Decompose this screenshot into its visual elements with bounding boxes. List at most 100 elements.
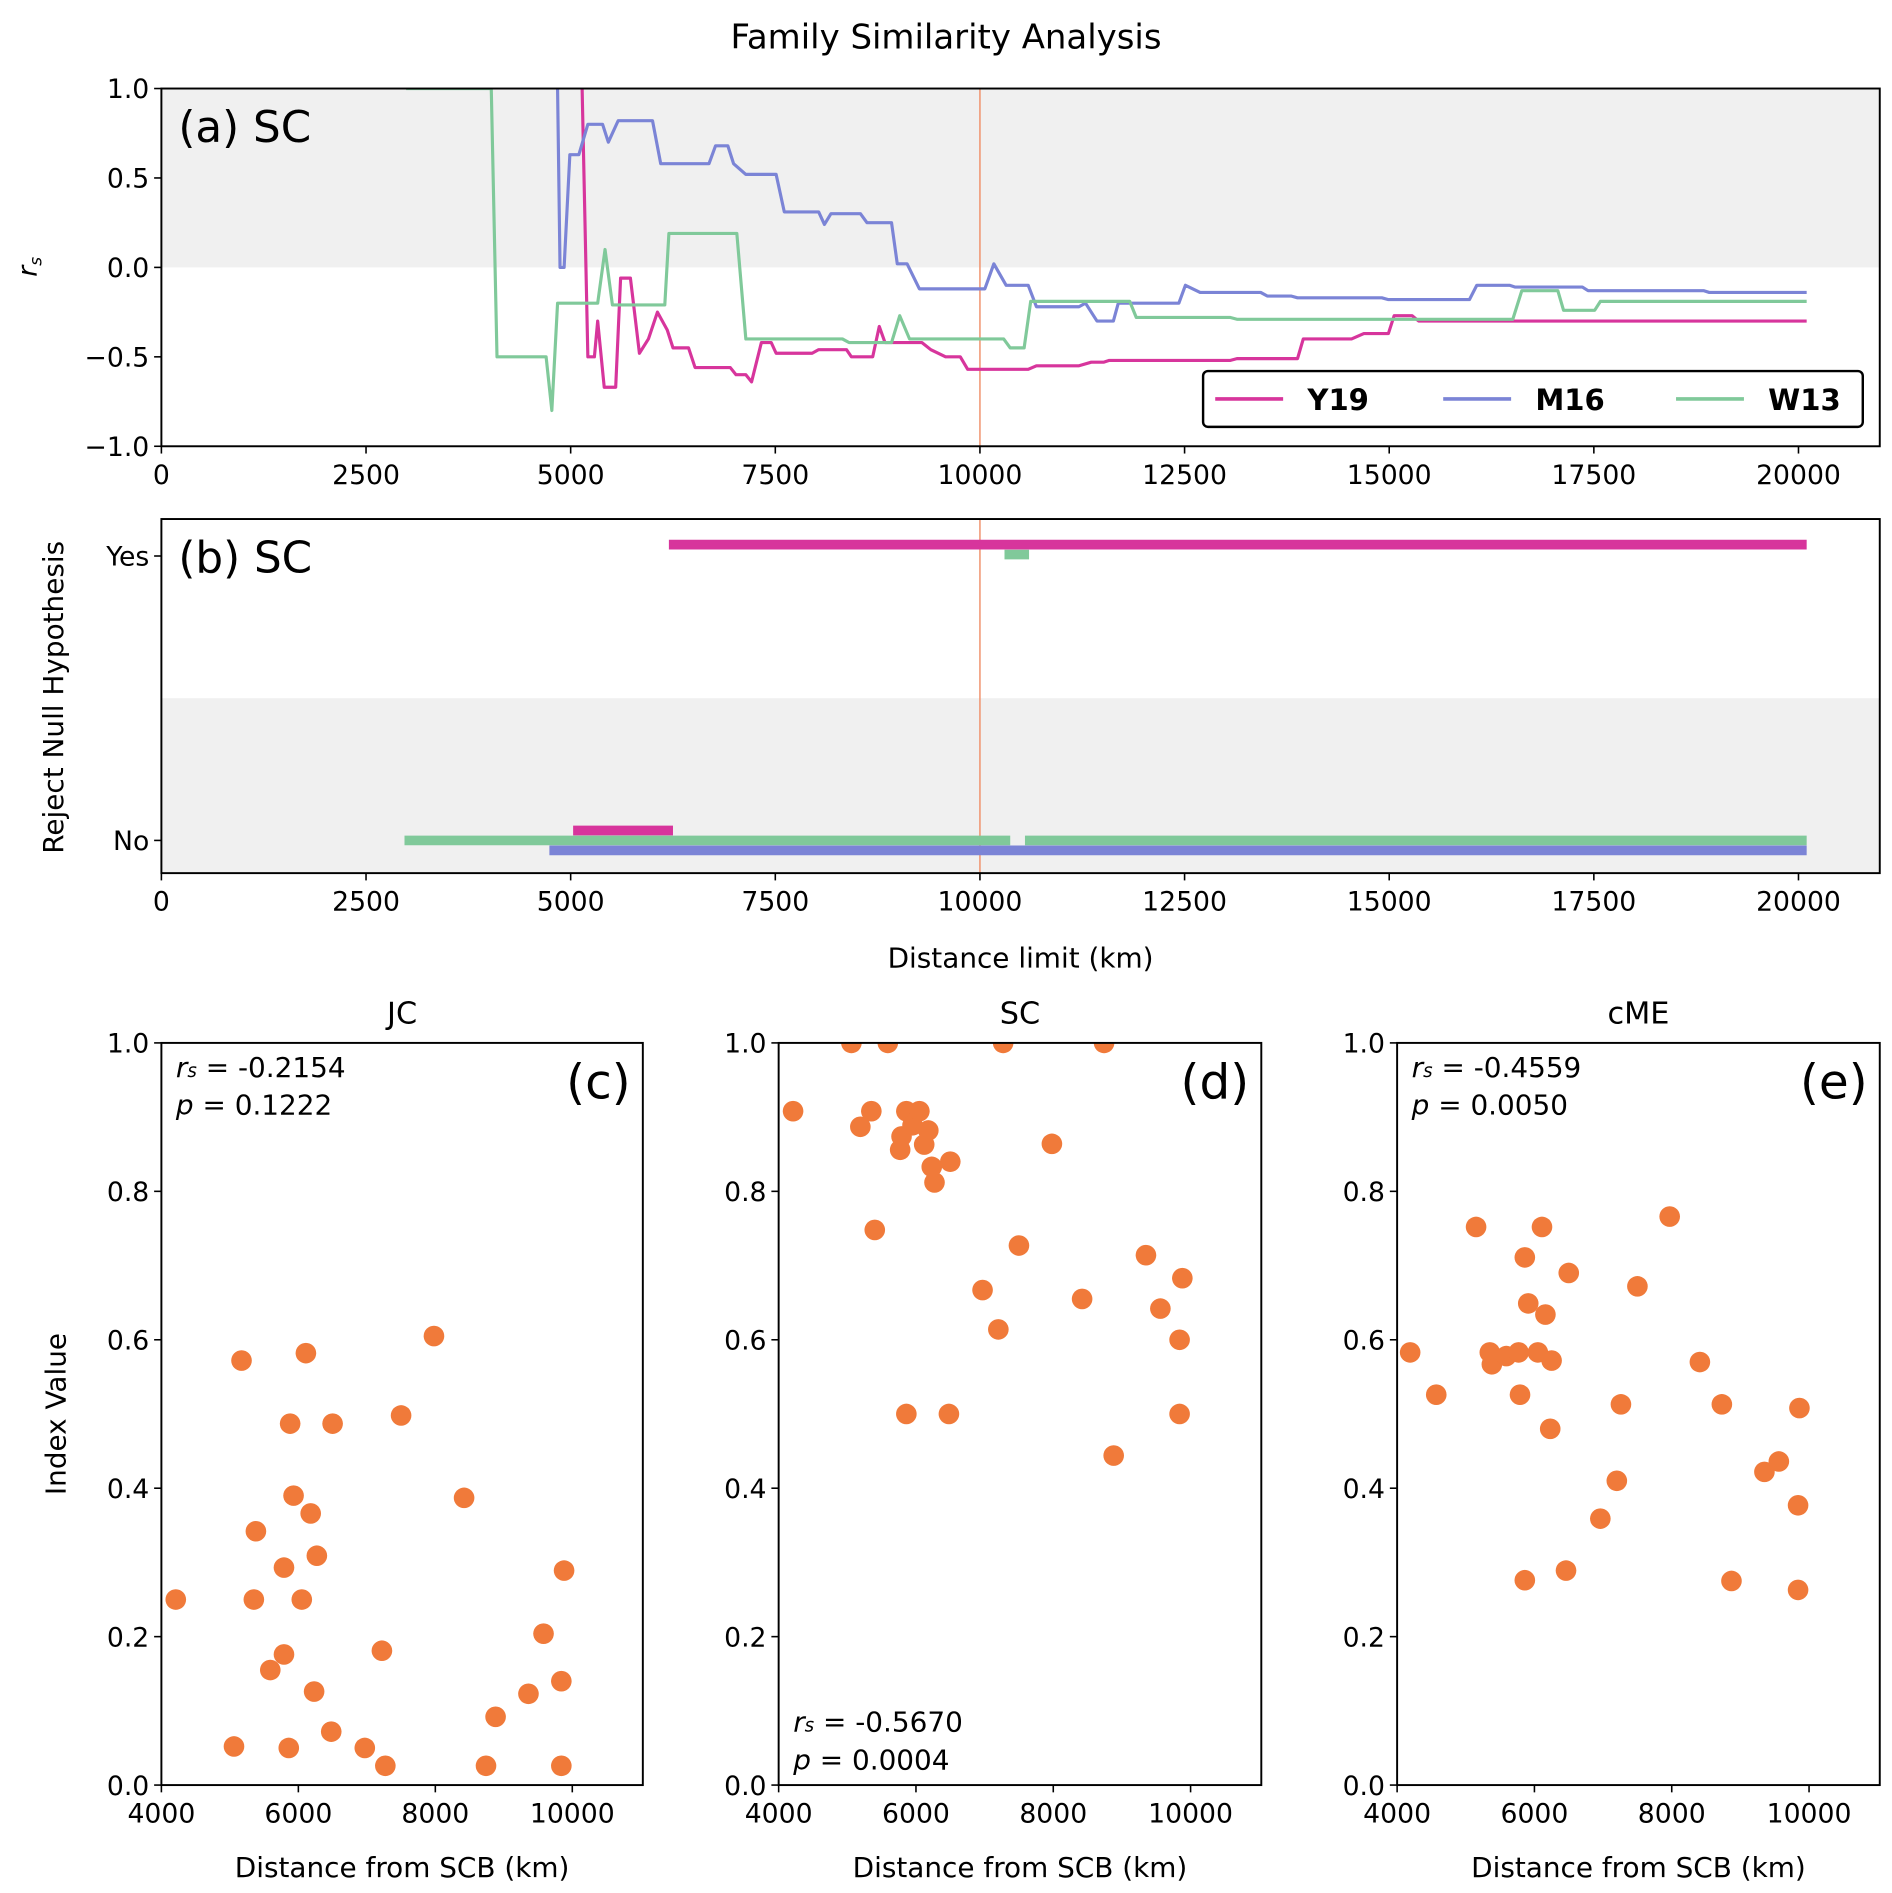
equals: =: [197, 1051, 238, 1084]
legend-label-m16: M16: [1535, 383, 1604, 417]
x-tick-label: 10000: [938, 460, 1023, 491]
rs-subscript: s: [1423, 1061, 1433, 1082]
legend: Y19 M16 W13: [1201, 369, 1865, 429]
panel-d: 4000 6000 8000 10000 0.0 0.2 0.4 0.6 0.8 1.0 (d) SC…: [724, 997, 1263, 1884]
p-value: 0.0050: [1470, 1088, 1568, 1121]
scatter-point: [279, 1413, 301, 1434]
y-tick-label: 0.2: [107, 1622, 149, 1653]
scatter-point: [1425, 1384, 1447, 1406]
legend-label-w13: W13: [1768, 383, 1841, 417]
x-tick-label: 10000: [938, 887, 1023, 918]
scatter-point: [1768, 1451, 1790, 1472]
y-axis-label: Reject Null Hypothesis: [37, 541, 70, 854]
y-axis-label: Index Value: [40, 1333, 73, 1495]
rs-symbol: r: [793, 1706, 806, 1739]
y-tick-label: 0.5: [107, 164, 149, 195]
equals: =: [814, 1706, 855, 1739]
y-tick-label: 0.6: [107, 1325, 149, 1356]
scatter-point: [1659, 1206, 1680, 1227]
x-tick-label: 8000: [1638, 1799, 1706, 1830]
scatter-point: [992, 1042, 1014, 1054]
scatter-point: [988, 1319, 1009, 1340]
x-tick-label: 8000: [401, 1799, 469, 1830]
x-tick-label: 10000: [1767, 1799, 1852, 1830]
panel-label: (e): [1800, 1055, 1868, 1111]
scatter-point: [841, 1042, 862, 1054]
rs-subscript: s: [187, 1061, 197, 1082]
x-tick-label: 8000: [1019, 1799, 1087, 1830]
axes-frame: [1396, 1041, 1881, 1787]
scatter-point: [782, 1100, 804, 1122]
equals: =: [811, 1743, 852, 1776]
scatter-point: [259, 1659, 281, 1681]
scatter-point: [1514, 1569, 1536, 1591]
y-tick-label: 0.8: [1343, 1177, 1385, 1208]
scatter-point: [295, 1342, 317, 1364]
rs-subscript: s: [805, 1716, 815, 1737]
scatter-point: [921, 1156, 943, 1178]
scatter-point: [972, 1279, 993, 1301]
y-tick-label: 0.0: [1343, 1771, 1385, 1802]
x-tick-label: 10000: [1148, 1799, 1233, 1830]
y-tick-label: 0.0: [107, 1771, 149, 1802]
scatter-point: [1606, 1470, 1628, 1492]
scatter-point: [1135, 1244, 1157, 1266]
scatter-point: [938, 1403, 960, 1425]
scatter-point: [231, 1350, 252, 1371]
scatter-point: [453, 1487, 475, 1509]
plot-area: [406, 88, 1807, 413]
y-tick-label: 1.0: [1343, 1029, 1385, 1060]
series-line-m16: [555, 88, 1807, 323]
equals: =: [1433, 1051, 1474, 1084]
scatter-point: [861, 1100, 882, 1122]
panel-label: (b) SC: [178, 532, 312, 583]
x-axis-label: Distance from SCB (km): [853, 1851, 1188, 1884]
scatter-point: [291, 1589, 313, 1610]
rs-value: -0.4559: [1474, 1051, 1582, 1084]
y-axis-label: rs: [12, 257, 46, 277]
scatter-point: [223, 1736, 245, 1757]
scatter-point: [1172, 1267, 1193, 1289]
y-tick-label: 0.4: [107, 1474, 149, 1505]
panel-title: cME: [1607, 997, 1669, 1032]
scatter-point: [1399, 1342, 1421, 1363]
scatter-point: [864, 1219, 886, 1241]
scatter-point: [533, 1623, 554, 1644]
x-tick-label: 15000: [1347, 460, 1432, 491]
panel-title: SC: [1000, 997, 1040, 1032]
y-tick-label: No: [113, 826, 149, 857]
scatter-point: [924, 1172, 945, 1193]
plot-area: [782, 1042, 1193, 1466]
y-tick-label: 1.0: [107, 1029, 149, 1060]
scatter-point: [278, 1737, 300, 1759]
stat-p: p = 0.1222: [175, 1088, 332, 1121]
scatter-point: [1093, 1042, 1115, 1054]
p-symbol: p: [175, 1088, 194, 1121]
x-tick-label: 17500: [1551, 460, 1636, 491]
x-tick-label: 20000: [1756, 887, 1841, 918]
x-tick-label: 6000: [264, 1799, 332, 1830]
y-tick-label: 1.0: [107, 74, 149, 105]
scatter-point: [354, 1737, 376, 1759]
scatter-point: [1627, 1276, 1648, 1297]
x-tick-label: 12500: [1142, 887, 1227, 918]
x-tick-label: 7500: [741, 460, 809, 491]
ylabel-r: r: [12, 264, 43, 277]
rs-value: -0.2154: [238, 1051, 346, 1084]
scatter-point: [1514, 1247, 1536, 1268]
x-tick-label: 5000: [537, 887, 605, 918]
equals: =: [194, 1088, 235, 1121]
x-tick-label: 12500: [1142, 460, 1227, 491]
y-tick-label: −0.5: [85, 343, 150, 374]
x-tick-label: 0: [153, 460, 170, 491]
scatter-point: [1558, 1262, 1580, 1284]
p-value: 0.0004: [852, 1743, 950, 1776]
scatter-point: [1535, 1304, 1556, 1325]
equals: =: [1429, 1088, 1470, 1121]
rs-symbol: r: [176, 1051, 189, 1084]
x-tick-label: 4000: [1363, 1799, 1431, 1830]
scatter-point: [273, 1644, 295, 1665]
scatter-point: [165, 1589, 187, 1610]
p-symbol: p: [792, 1743, 811, 1776]
